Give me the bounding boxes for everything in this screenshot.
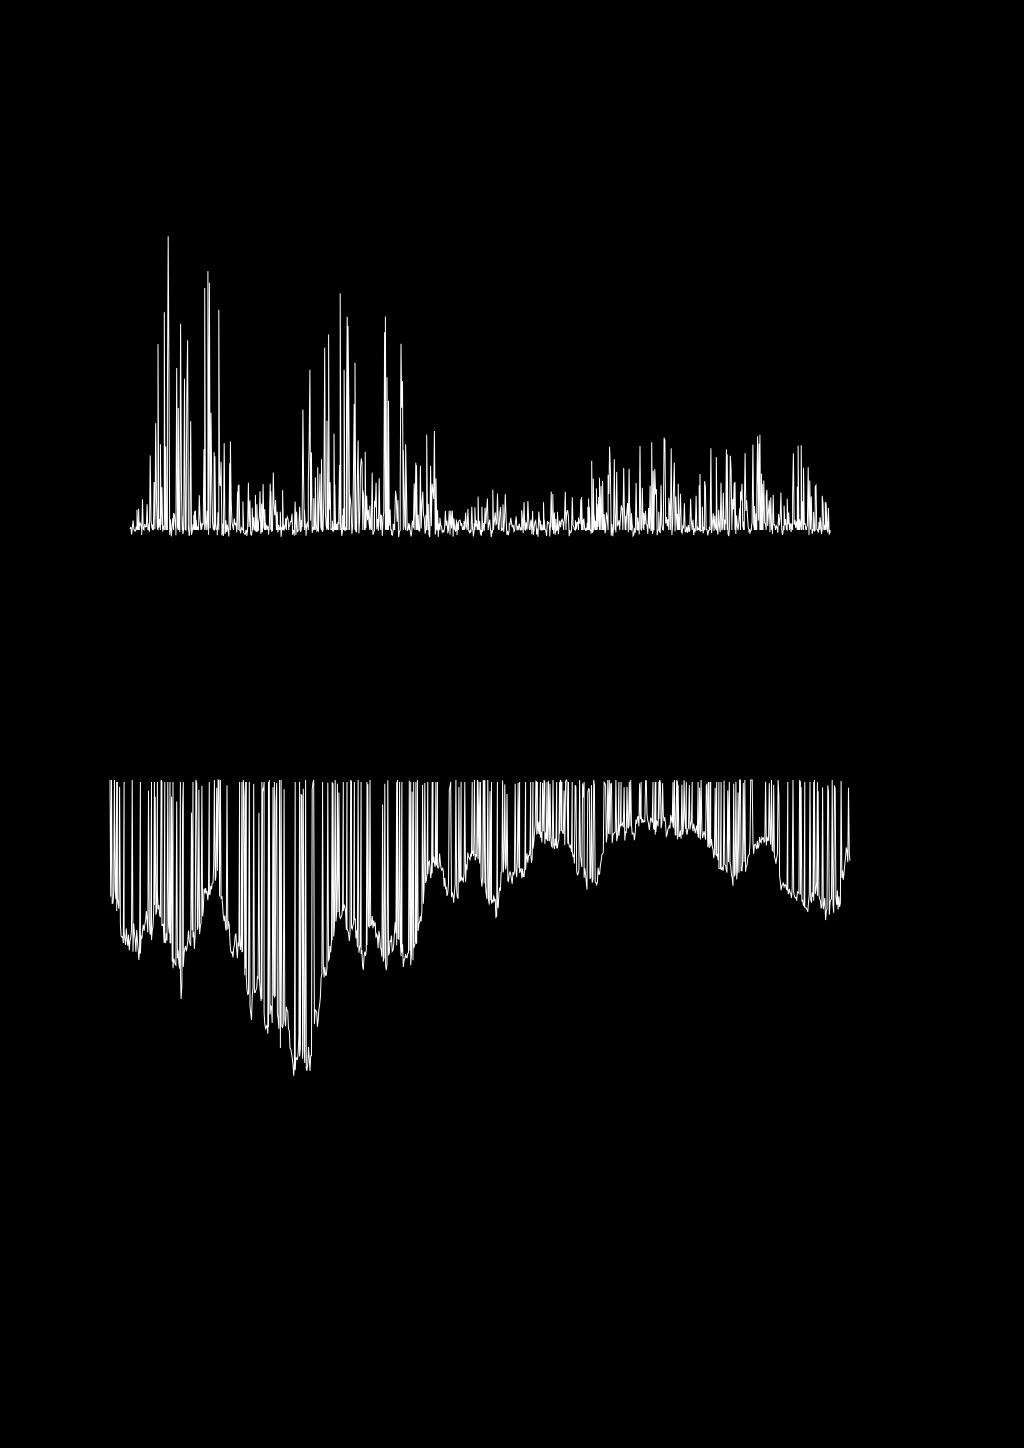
waveform-svg xyxy=(0,0,1024,1448)
waveform-top xyxy=(130,236,830,537)
chart-container xyxy=(0,0,1024,1448)
waveform-bottom xyxy=(110,780,850,1076)
